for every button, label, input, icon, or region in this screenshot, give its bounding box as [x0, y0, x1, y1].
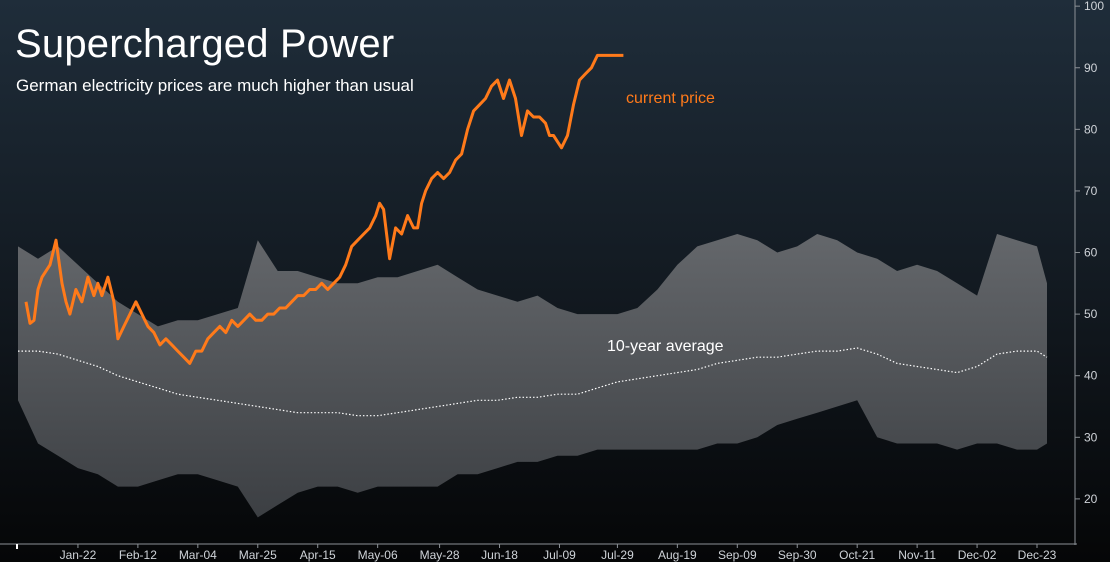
y-tick-label: 20 [1084, 492, 1098, 506]
series-layer [18, 53, 1048, 417]
average-label: 10-year average [607, 338, 724, 355]
y-tick-label: 90 [1084, 61, 1098, 75]
x-tick-label: Sep-30 [778, 548, 817, 562]
x-tick-label: Oct-21 [839, 548, 875, 562]
x-tick-label: Jul-09 [543, 548, 576, 562]
x-tick-label: Nov-11 [898, 548, 936, 562]
current-price-line [24, 53, 624, 365]
x-tick-label: Dec-02 [958, 548, 997, 562]
x-tick-label: Dec-23 [1018, 548, 1057, 562]
x-tick-label: Jan-22 [60, 548, 97, 562]
x-tick-label: Apr-15 [300, 548, 336, 562]
y-tick-label: 40 [1084, 369, 1098, 383]
range-band [18, 234, 1047, 518]
average-line [18, 347, 1048, 417]
range-band-layer [18, 234, 1047, 518]
y-tick-label: 80 [1084, 122, 1098, 136]
chart-subtitle: German electricity prices are much highe… [16, 76, 414, 95]
current-price-label: current price [626, 90, 715, 107]
x-tick-label: May-28 [420, 548, 460, 562]
x-tick-label: Feb-12 [119, 548, 157, 562]
y-tick-label: 70 [1084, 184, 1098, 198]
y-tick-label: 60 [1084, 246, 1098, 260]
x-tick-label: May-06 [358, 548, 398, 562]
page-title: Supercharged Power [15, 22, 395, 66]
x-tick-label: Jun-18 [481, 548, 518, 562]
y-tick-label: 30 [1084, 430, 1098, 444]
x-tick-label: Aug-19 [658, 548, 697, 562]
y-tick-label: 100 [1084, 0, 1104, 13]
x-tick-label: Mar-25 [239, 548, 277, 562]
x-tick-label: Mar-04 [179, 548, 217, 562]
y-tick-label: 50 [1084, 307, 1098, 321]
x-tick-label: Sep-09 [718, 548, 757, 562]
x-tick-label: Jul-29 [601, 548, 634, 562]
